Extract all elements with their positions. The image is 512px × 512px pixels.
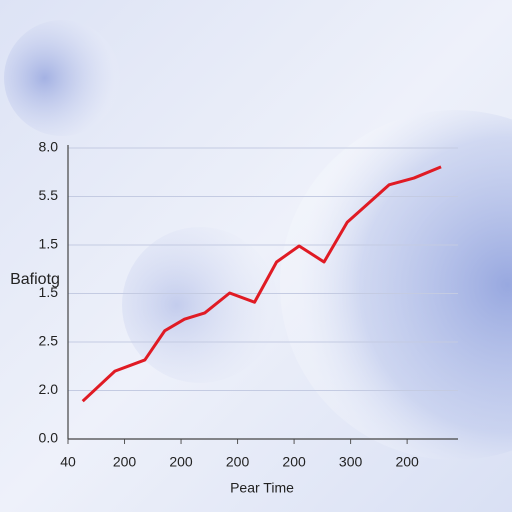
x-tick-label: 200	[395, 454, 419, 470]
x-axis-label: Pear Time	[230, 480, 294, 496]
y-tick-label: 1.5	[39, 284, 59, 300]
y-tick-label: 0.0	[39, 430, 59, 446]
y-tick-label: 8.0	[39, 139, 59, 155]
x-tick-label: 200	[113, 454, 137, 470]
x-tick-label: 200	[226, 454, 250, 470]
x-tick-label: 40	[60, 454, 76, 470]
line	[81, 165, 442, 403]
bubble	[4, 20, 120, 136]
y-axis-label: Bafiotg	[10, 271, 60, 288]
x-tick-label: 200	[282, 454, 306, 470]
x-tick-label: 300	[339, 454, 363, 470]
y-tick-label: 1.5	[39, 236, 59, 252]
y-tick-label: 2.5	[39, 333, 59, 349]
bubble	[122, 227, 278, 383]
y-tick-label: 2.0	[39, 381, 59, 397]
bubble	[280, 110, 512, 460]
x-tick-label: 200	[169, 454, 193, 470]
y-tick-label: 5.5	[39, 187, 59, 203]
